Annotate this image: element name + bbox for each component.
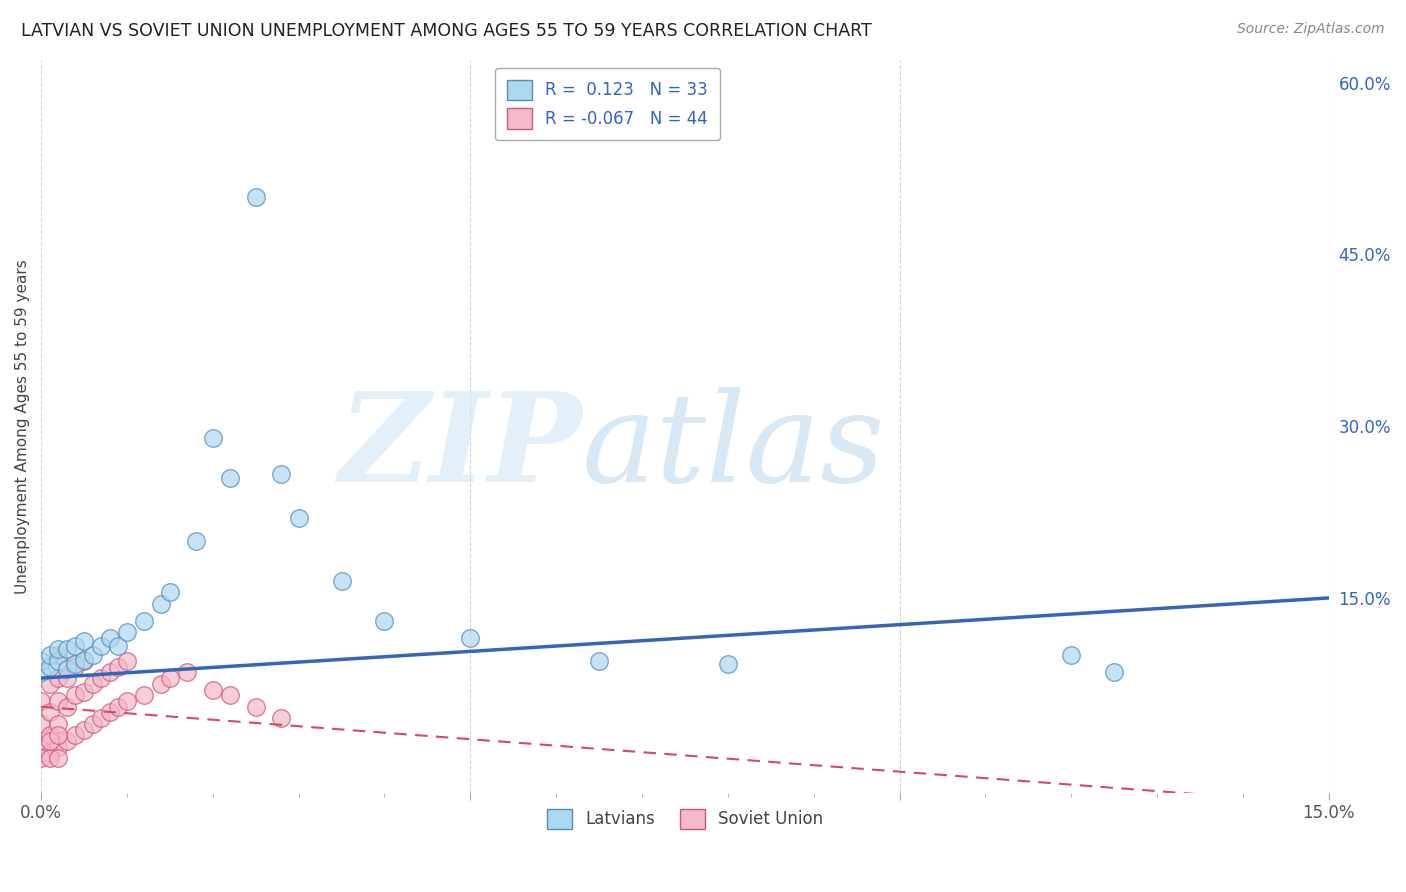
Point (90, 711, 112, 725)
Point (98, 631, 121, 645)
Point (46, 642, 69, 657)
Point (159, 671, 181, 685)
Point (56, 699, 79, 714)
Point (38, 659, 60, 673)
Point (65, 659, 87, 673)
Point (65, 728, 87, 742)
Point (115, 625, 138, 640)
Point (30, 694, 52, 708)
Point (150, 677, 173, 691)
Point (56, 671, 79, 685)
Point (98, 706, 121, 720)
Point (107, 659, 129, 673)
Point (134, 688, 156, 702)
Point (588, 654, 610, 668)
Point (287, 510, 309, 524)
Text: Source: ZipAtlas.com: Source: ZipAtlas.com (1237, 22, 1385, 37)
Point (150, 597, 173, 611)
Point (46, 751, 69, 765)
Point (270, 467, 292, 482)
Point (73, 723, 96, 737)
Point (1102, 665, 1125, 680)
Point (245, 190, 267, 204)
Point (90, 671, 112, 685)
Point (56, 662, 79, 676)
Point (1060, 648, 1083, 663)
Point (30, 751, 52, 765)
Point (184, 533, 207, 548)
Point (219, 471, 242, 485)
Point (201, 431, 224, 445)
Point (38, 648, 60, 663)
Point (38, 706, 60, 720)
Y-axis label: Unemployment Among Ages 55 to 59 years: Unemployment Among Ages 55 to 59 years (15, 259, 30, 593)
Legend: Latvians, Soviet Union: Latvians, Soviet Union (540, 802, 830, 836)
Point (115, 694, 138, 708)
Point (460, 631, 482, 645)
Point (38, 746, 60, 760)
Point (30, 717, 52, 731)
Point (46, 648, 69, 663)
Point (46, 739, 69, 754)
Point (134, 614, 156, 628)
Point (73, 634, 96, 648)
Point (73, 654, 96, 668)
Point (56, 734, 79, 748)
Point (46, 728, 69, 742)
Point (159, 585, 181, 599)
Point (98, 665, 121, 680)
Point (38, 734, 60, 748)
Point (107, 699, 129, 714)
Text: LATVIAN VS SOVIET UNION UNEMPLOYMENT AMONG AGES 55 TO 59 YEARS CORRELATION CHART: LATVIAN VS SOVIET UNION UNEMPLOYMENT AMO… (21, 22, 872, 40)
Point (38, 728, 60, 742)
Point (107, 639, 129, 653)
Point (56, 642, 79, 657)
Point (30, 665, 52, 680)
Point (270, 711, 292, 725)
Point (82, 648, 104, 663)
Point (245, 699, 267, 714)
Point (82, 677, 104, 691)
Point (73, 685, 96, 699)
Point (65, 688, 87, 702)
Point (90, 639, 112, 653)
Point (38, 751, 60, 765)
Point (46, 671, 69, 685)
Point (73, 653, 96, 667)
Point (717, 657, 740, 672)
Point (219, 688, 242, 702)
Point (115, 654, 138, 668)
Point (201, 682, 224, 697)
Point (30, 739, 52, 754)
Point (65, 639, 87, 653)
Point (373, 614, 395, 628)
Point (82, 717, 104, 731)
Text: ZIP: ZIP (339, 387, 582, 508)
Point (330, 574, 353, 588)
Point (176, 665, 198, 680)
Point (30, 654, 52, 668)
Point (46, 694, 69, 708)
Point (38, 677, 60, 691)
Point (46, 717, 69, 731)
Point (46, 654, 69, 668)
Text: atlas: atlas (582, 387, 886, 509)
Point (65, 657, 87, 672)
